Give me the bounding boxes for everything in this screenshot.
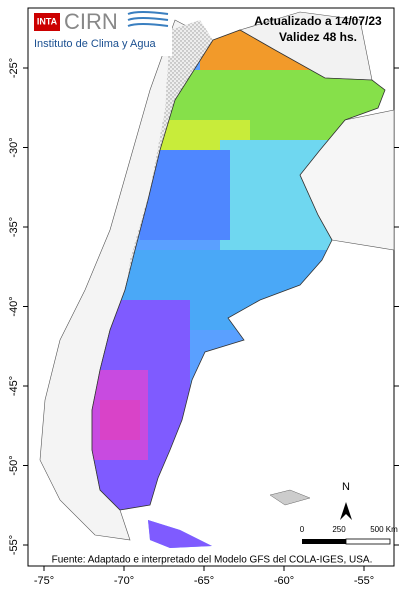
lat-tick-label: -25° — [8, 58, 20, 78]
north-arrow — [340, 502, 352, 520]
scale-label: 0 — [300, 525, 305, 534]
validity: Validez 48 hs. — [279, 30, 357, 44]
lon-tick-label: -65° — [194, 575, 214, 587]
logo-waves — [127, 11, 169, 27]
source-footer: Fuente: Adaptado e interpretado del Mode… — [52, 555, 373, 566]
logo-name: CIRN — [64, 9, 118, 34]
scale-label: 500 Km — [370, 525, 398, 534]
lon-tick-label: -60° — [274, 575, 294, 587]
argentina-outline — [91, 29, 386, 511]
logo-badge: INTA — [37, 16, 58, 26]
lon-tick-label: -75° — [34, 575, 54, 587]
malvinas — [269, 489, 311, 506]
lat-tick-label: -30° — [8, 137, 20, 157]
scale-bar-white — [345, 538, 391, 545]
lon-tick-label: -55° — [354, 575, 374, 587]
lat-tick-label: -40° — [8, 296, 20, 316]
scale-bar-black — [302, 539, 346, 544]
lat-tick-label: -35° — [8, 217, 20, 237]
lat-tick-label: -45° — [8, 376, 20, 396]
lat-tick-label: -55° — [8, 535, 20, 555]
scale-label: 250 — [332, 525, 346, 534]
north-label: N — [342, 481, 350, 493]
logo-badge-bg — [34, 13, 60, 31]
institute-name: Instituto de Clima y Agua — [34, 38, 157, 50]
lon-tick-label: -70° — [114, 575, 134, 587]
lat-tick-label: -50° — [8, 455, 20, 475]
updated-date: Actualizado a 14/07/23 — [254, 14, 382, 28]
